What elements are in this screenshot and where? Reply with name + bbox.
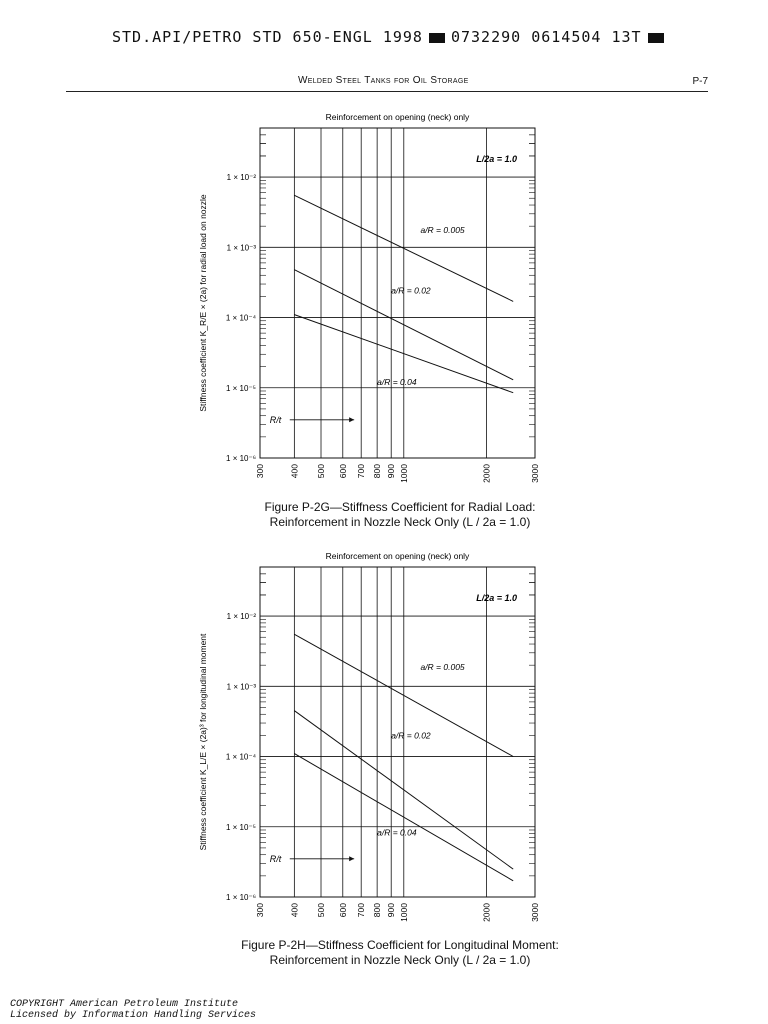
document-id-left: STD.API/PETRO STD 650-ENGL 1998 xyxy=(112,28,423,46)
page-number: P-7 xyxy=(692,76,708,87)
x-tick-label: 2000 xyxy=(482,903,492,922)
x-tick-label: 700 xyxy=(356,464,366,478)
x-tick-label: 1000 xyxy=(399,903,409,922)
y-tick-label: 1 × 10⁻³ xyxy=(227,682,257,691)
caption-line-2: Reinforcement in Nozzle Neck Only (L / 2… xyxy=(269,515,531,529)
header-rule xyxy=(66,91,708,92)
series-line xyxy=(294,269,514,381)
y-tick-label: 1 × 10⁻² xyxy=(227,173,257,182)
series-label: a/R = 0.04 xyxy=(377,828,417,838)
x-tick-label: 600 xyxy=(338,464,348,478)
x-tick-label: 400 xyxy=(289,464,299,478)
y-tick-label: 1 × 10⁻⁴ xyxy=(226,753,257,762)
x-tick-label: 300 xyxy=(255,903,265,917)
chart-p2h-svg: Reinforcement on opening (neck) only 300 4… xyxy=(198,551,540,922)
series-label: a/R = 0.04 xyxy=(377,377,417,387)
series-label: a/R = 0.02 xyxy=(391,731,431,741)
series-line xyxy=(294,314,514,394)
series-label: a/R = 0.02 xyxy=(391,285,431,295)
series-line xyxy=(294,710,514,870)
series-line xyxy=(294,753,514,882)
x-tick-label: 500 xyxy=(316,903,326,917)
x-tick-label: 600 xyxy=(338,903,348,917)
series-label: a/R = 0.005 xyxy=(420,225,464,235)
x-tick-label: 3000 xyxy=(530,903,540,922)
chart-p2g-svg: Reinforcement on opening (neck) only 300 4… xyxy=(198,112,540,483)
copyright-line-2: Licensed by Information Handling Service… xyxy=(10,1010,257,1021)
caption-line-1: Figure P-2H—Stiffness Coefficient for Lo… xyxy=(241,938,559,952)
figure-p2g-chart: Reinforcement on opening (neck) only 300 4… xyxy=(190,108,550,496)
x-tick-label: 700 xyxy=(356,903,366,917)
y-tick-label: 1 × 10⁻⁴ xyxy=(226,314,257,323)
arrow-head-icon xyxy=(349,856,355,862)
x-tick-label: 1000 xyxy=(399,464,409,483)
copyright-line-1: COPYRIGHT American Petroleum Institute xyxy=(10,999,239,1010)
redaction-block-icon xyxy=(428,32,445,43)
y-tick-label: 1 × 10⁻² xyxy=(227,612,257,621)
copyright-notice: COPYRIGHT American Petroleum Institute L… xyxy=(10,999,256,1021)
x-tick-label: 400 xyxy=(289,903,299,917)
y-tick-label: 1 × 10⁻⁶ xyxy=(226,454,256,463)
x-tick-label: 2000 xyxy=(482,464,492,483)
x-axis-label: R/t xyxy=(270,854,282,864)
arrow-head-icon xyxy=(349,417,355,423)
y-axis-label: Stiffness coefficient K_R/E × (2a) for r… xyxy=(198,194,208,412)
x-axis-label: R/t xyxy=(270,415,282,425)
annotation-label: L/2a = 1.0 xyxy=(476,154,517,164)
x-tick-label: 800 xyxy=(372,464,382,478)
series-line xyxy=(294,633,514,757)
running-head: Welded Steel Tanks for Oil Storage xyxy=(298,75,469,86)
annotation-label: L/2a = 1.0 xyxy=(476,593,517,603)
caption-line-2: Reinforcement in Nozzle Neck Only (L / 2… xyxy=(269,953,531,967)
x-tick-label: 800 xyxy=(372,903,382,917)
figure-p2h-caption: Figure P-2H—Stiffness Coefficient for Lo… xyxy=(200,938,600,968)
y-axis-label: Stiffness coefficient K_L/E × (2a)³ for … xyxy=(198,633,208,850)
x-tick-label: 900 xyxy=(386,464,396,478)
document-id-right: 0732290 0614504 13T xyxy=(450,28,642,46)
figure-p2h-chart: Reinforcement on opening (neck) only 300 4… xyxy=(190,547,550,935)
document-id-line: STD.API/PETRO STD 650-ENGL 1998 0732290 0… xyxy=(112,28,670,46)
y-tick-label: 1 × 10⁻⁵ xyxy=(226,823,256,832)
redaction-block-icon xyxy=(647,32,664,43)
x-tick-label: 900 xyxy=(386,903,396,917)
x-tick-label: 3000 xyxy=(530,464,540,483)
y-tick-label: 1 × 10⁻⁶ xyxy=(226,893,256,902)
x-tick-label: 300 xyxy=(255,464,265,478)
chart-title: Reinforcement on opening (neck) only xyxy=(326,112,470,122)
chart-title: Reinforcement on opening (neck) only xyxy=(326,551,470,561)
caption-line-1: Figure P-2G—Stiffness Coefficient for Ra… xyxy=(264,500,536,514)
y-tick-label: 1 × 10⁻⁵ xyxy=(226,384,256,393)
series-label: a/R = 0.005 xyxy=(420,662,464,672)
y-tick-label: 1 × 10⁻³ xyxy=(227,243,257,252)
x-tick-label: 500 xyxy=(316,464,326,478)
figure-p2g-caption: Figure P-2G—Stiffness Coefficient for Ra… xyxy=(200,500,600,530)
series-line xyxy=(294,194,514,302)
